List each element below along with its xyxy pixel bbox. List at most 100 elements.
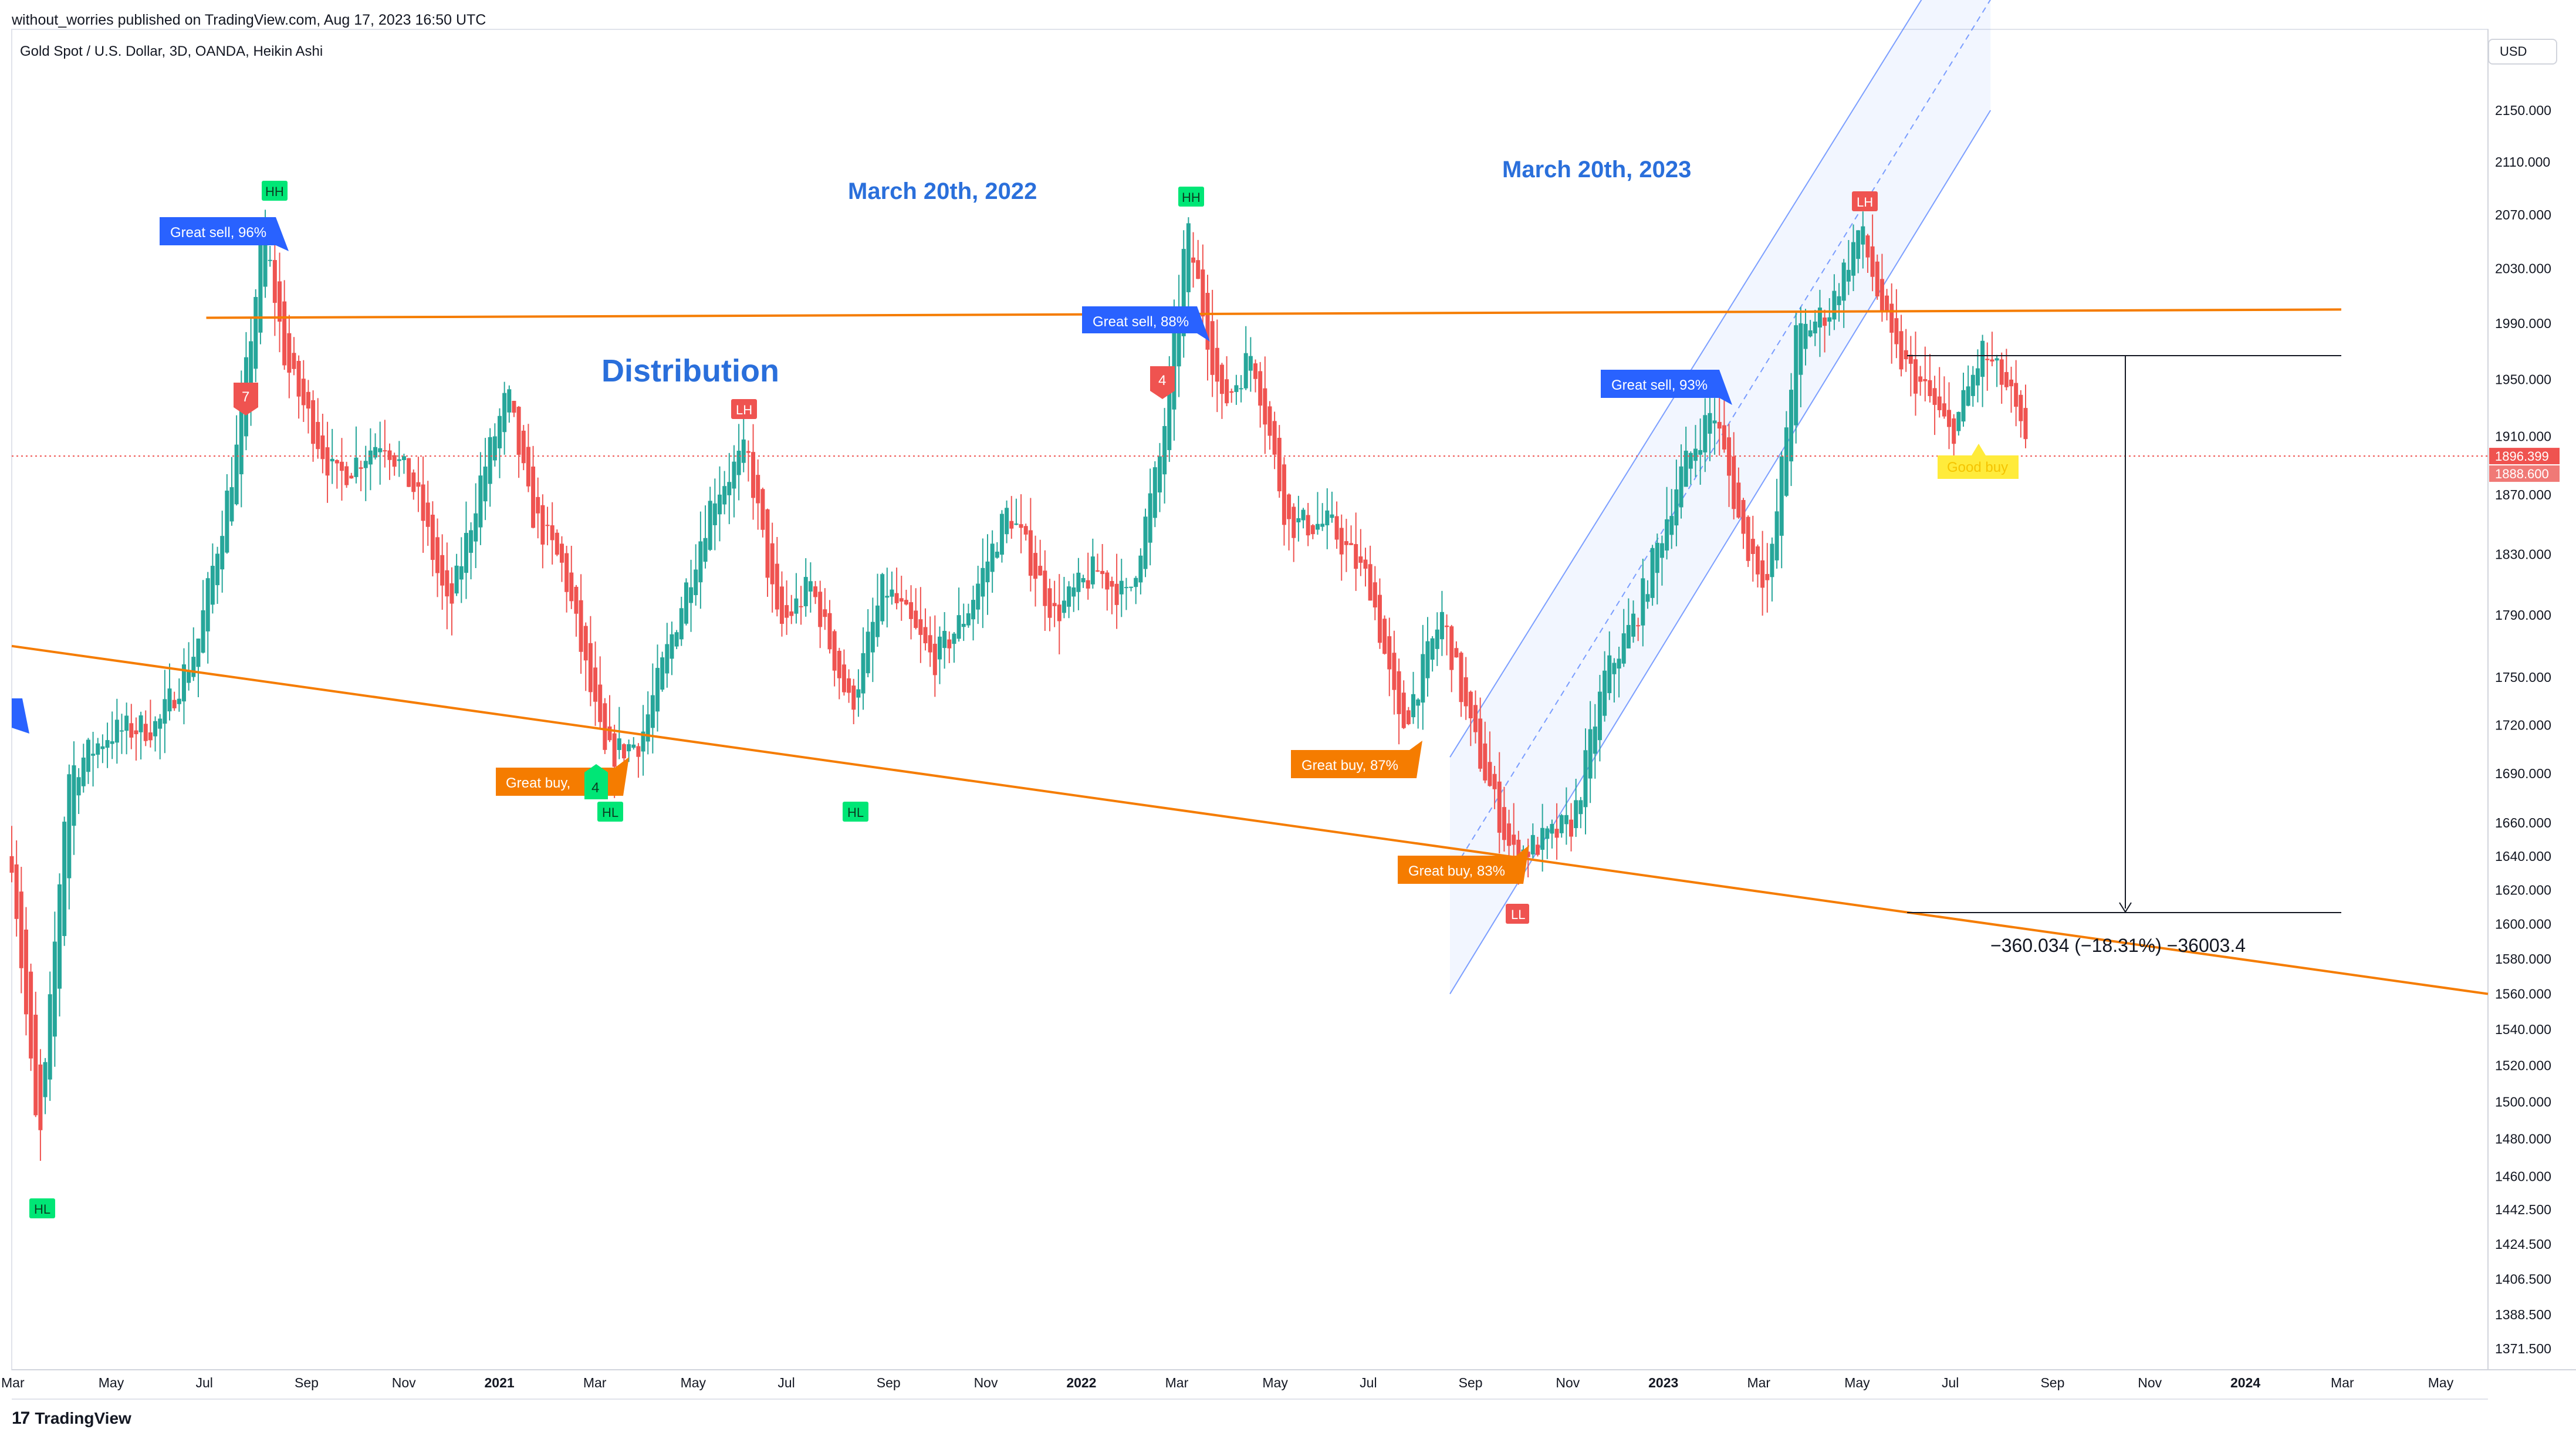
svg-text:HL: HL (847, 805, 864, 820)
svg-text:LH: LH (1857, 195, 1873, 210)
candle-body (760, 489, 765, 530)
candle-body (885, 596, 890, 598)
time-tick-label: 2021 (485, 1375, 515, 1390)
candle-body (559, 543, 564, 563)
price-tick-label: 1950.000 (2495, 371, 2551, 387)
svg-text:7: 7 (242, 389, 249, 405)
time-tick-label: May (1262, 1375, 1288, 1390)
candle-body (660, 657, 665, 690)
candle-body (775, 563, 779, 610)
candle-body (292, 353, 296, 369)
candle-body (81, 757, 86, 786)
price-tick-label: 2030.000 (2495, 261, 2551, 276)
candle-body (43, 1062, 48, 1097)
candle-body (1320, 523, 1325, 527)
currency-button[interactable]: USD (2488, 39, 2557, 65)
candle-body (363, 461, 368, 468)
candle-body (383, 450, 387, 452)
candle-body (1234, 385, 1239, 392)
candle-body (459, 566, 464, 580)
candle-body (607, 726, 612, 741)
candle-body (650, 695, 655, 728)
candle-body (1292, 506, 1296, 538)
good-buy-signal[interactable]: Good buy (1938, 444, 2019, 479)
candle-body (1645, 594, 1650, 602)
candle-body (861, 653, 866, 694)
candle-body (536, 496, 540, 514)
candle-body (712, 503, 717, 525)
candle-body (134, 730, 138, 735)
great-sell-signal[interactable]: Great sell, 96% (160, 217, 289, 251)
svg-text:HH: HH (265, 184, 284, 199)
candle-body (1043, 570, 1047, 606)
candle-body (2019, 394, 2023, 421)
candle-body (1507, 823, 1512, 846)
candle-body (1851, 242, 1856, 276)
candle-body (1177, 306, 1181, 367)
candle-body (1330, 514, 1334, 518)
candle-body (1741, 500, 1746, 534)
candle-body (1100, 570, 1105, 575)
candle-body (999, 514, 1004, 555)
chart-pane-border (11, 29, 2489, 1370)
candle-body (1483, 743, 1488, 781)
candle-body (1067, 586, 1071, 607)
candle-body (1210, 321, 1215, 375)
candle-body (2009, 379, 2014, 387)
candle-body (655, 668, 660, 712)
candle-body (1152, 467, 1157, 518)
candle-body (823, 609, 827, 617)
time-tick-label: Mar (2331, 1375, 2354, 1390)
candle-body (1554, 829, 1559, 838)
candle-body (1918, 376, 1923, 382)
great-sell-signal[interactable]: Great sell, 88% (1082, 306, 1210, 342)
great-buy-signal[interactable]: Great buy, (496, 757, 629, 796)
candle-body (1497, 781, 1502, 833)
candle-body (48, 994, 52, 1080)
price-tick-label: 1540.000 (2495, 1022, 2551, 1037)
candle-body (1138, 555, 1143, 583)
candle-body (1416, 699, 1421, 706)
price-tick-label: 1520.000 (2495, 1058, 2551, 1073)
great-sell-signal[interactable]: Great sell, 93% (1601, 370, 1732, 405)
candle-body (765, 509, 770, 578)
candle-body (1253, 363, 1258, 379)
candle-body (124, 715, 129, 731)
candle-body (593, 667, 598, 702)
candle-body (1301, 509, 1306, 521)
great-buy-signal[interactable]: Great buy, 83% (1398, 845, 1529, 884)
candle-body (1310, 525, 1315, 535)
candle-body (785, 605, 789, 618)
candle-body (229, 487, 234, 522)
great-buy-signal[interactable]: Great buy, 87% (1291, 741, 1422, 778)
candle-body (598, 684, 603, 722)
candle-body (732, 461, 736, 489)
candle-body (794, 598, 799, 614)
candle-body (239, 398, 244, 475)
candle-body (1674, 489, 1679, 526)
candle-body (1794, 325, 1799, 425)
candle-body (516, 407, 521, 455)
trend-lines (11, 308, 2489, 995)
count-marker: 7 (234, 383, 258, 416)
candle-body (1287, 494, 1292, 519)
candle-body (1052, 603, 1057, 606)
candle-body (574, 586, 579, 614)
candle-body (421, 484, 425, 521)
price-tick-label: 1660.000 (2495, 815, 2551, 830)
last-price-label: 1896.399 1888.600 (2489, 448, 2560, 482)
svg-text:HL: HL (602, 805, 618, 820)
measure-tool[interactable]: −360.034 (−18.31%) −36003.4 (1907, 355, 2341, 956)
price-tick-label: 1720.000 (2495, 717, 2551, 732)
candle-body (1196, 260, 1201, 279)
candle-body (1789, 390, 1794, 462)
candle-body (1406, 710, 1411, 724)
candle-body (1612, 663, 1617, 674)
hh-marker: HH (1178, 187, 1204, 207)
candle-body (296, 360, 301, 397)
candle-body (1698, 450, 1703, 455)
prev-price-value: 1888.600 (2495, 467, 2549, 481)
time-tick-label: Nov (392, 1375, 416, 1390)
candle-body (1363, 559, 1368, 569)
